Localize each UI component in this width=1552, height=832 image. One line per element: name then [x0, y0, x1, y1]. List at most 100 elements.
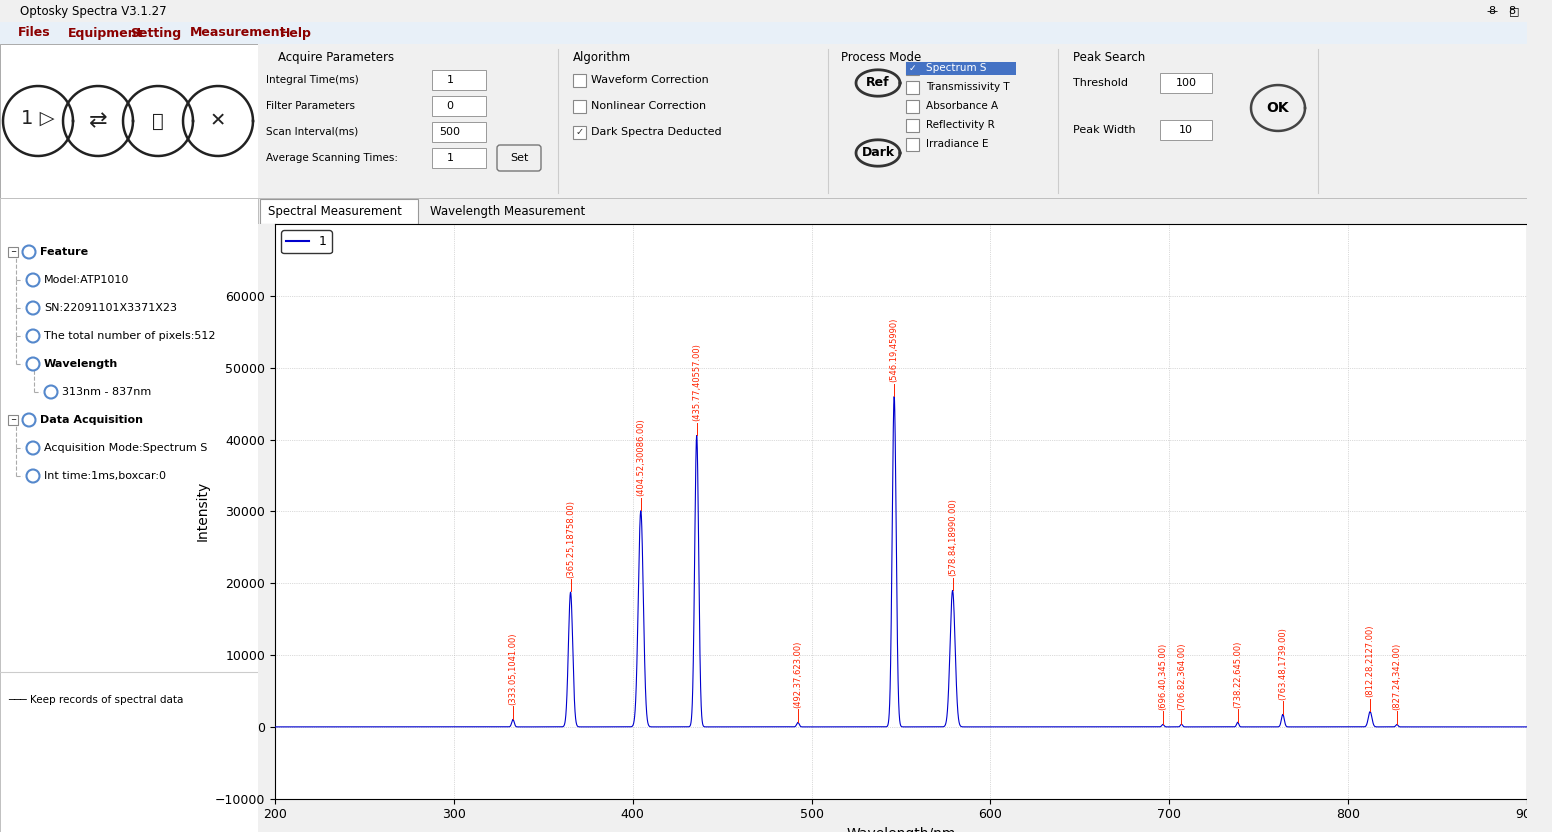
Text: (812.28,2127.00): (812.28,2127.00) — [1366, 625, 1375, 697]
Text: Algorithm: Algorithm — [573, 51, 632, 64]
Text: Dark Spectra Deducted: Dark Spectra Deducted — [591, 127, 722, 137]
Text: Transmissivity T: Transmissivity T — [927, 82, 1010, 92]
Text: Spectral Measurement: Spectral Measurement — [268, 205, 402, 217]
Text: Peak Search: Peak Search — [1072, 51, 1145, 64]
Text: Data Acquisition: Data Acquisition — [40, 415, 143, 425]
Circle shape — [26, 301, 39, 314]
Bar — [573, 126, 587, 139]
Bar — [906, 138, 919, 151]
Text: ✕: ✕ — [210, 111, 227, 131]
Text: (763.48,1739.00): (763.48,1739.00) — [1279, 627, 1287, 700]
Text: (365.25,18758.00): (365.25,18758.00) — [566, 500, 576, 577]
Text: □: □ — [1509, 6, 1519, 16]
Text: (696.40,345.00): (696.40,345.00) — [1158, 643, 1167, 710]
Circle shape — [26, 329, 39, 343]
Text: ⏸: ⏸ — [152, 111, 165, 131]
Text: ✓: ✓ — [576, 127, 584, 137]
Text: (827.24,342.00): (827.24,342.00) — [1392, 643, 1401, 710]
FancyBboxPatch shape — [1159, 120, 1212, 140]
Text: 100: 100 — [1175, 78, 1197, 88]
Text: Set: Set — [509, 153, 528, 163]
Bar — [906, 119, 919, 132]
Text: Scan Interval(ms): Scan Interval(ms) — [265, 127, 359, 137]
Text: 1: 1 — [447, 75, 453, 85]
Text: 10: 10 — [1180, 125, 1193, 135]
Bar — [573, 100, 587, 113]
Legend: 1: 1 — [281, 230, 332, 253]
Text: (333.05,1041.00): (333.05,1041.00) — [509, 632, 517, 705]
Text: Threshold: Threshold — [1072, 78, 1128, 88]
Text: Wavelength Measurement: Wavelength Measurement — [430, 205, 585, 217]
Text: Waveform Correction: Waveform Correction — [591, 75, 709, 85]
Text: Peak Width: Peak Width — [1072, 125, 1136, 135]
Text: 8: 8 — [1529, 6, 1535, 16]
Circle shape — [26, 469, 39, 483]
Text: (738.22,645.00): (738.22,645.00) — [1234, 641, 1242, 708]
Text: (546.19,45990): (546.19,45990) — [889, 318, 899, 382]
Text: 313nm - 837nm: 313nm - 837nm — [62, 387, 151, 397]
Text: ─: ─ — [11, 249, 16, 255]
Text: ✕: ✕ — [1532, 6, 1541, 16]
Text: ✓: ✓ — [909, 63, 916, 72]
Text: —: — — [1487, 6, 1498, 16]
Text: SN:22091101X3371X23: SN:22091101X3371X23 — [43, 303, 177, 313]
Text: Average Scanning Times:: Average Scanning Times: — [265, 153, 397, 163]
Bar — [8, 415, 19, 425]
Text: 0: 0 — [447, 101, 453, 111]
FancyBboxPatch shape — [1159, 73, 1212, 93]
Text: (404.52,30086.00): (404.52,30086.00) — [636, 418, 646, 497]
Text: Ref: Ref — [866, 77, 889, 90]
Text: Help: Help — [279, 27, 312, 39]
FancyBboxPatch shape — [431, 122, 486, 142]
Text: Reflectivity R: Reflectivity R — [927, 120, 995, 130]
Text: Model:ATP1010: Model:ATP1010 — [43, 275, 129, 285]
Text: (492.37,623.00): (492.37,623.00) — [793, 641, 802, 708]
Bar — [906, 100, 919, 113]
Text: 1 ▷: 1 ▷ — [22, 108, 54, 127]
Text: (706.82,364.00): (706.82,364.00) — [1176, 642, 1186, 710]
Text: (578.84,18990.00): (578.84,18990.00) — [948, 498, 958, 576]
FancyBboxPatch shape — [431, 148, 486, 168]
Text: Wavelength: Wavelength — [43, 359, 118, 369]
Text: ─── Keep records of spectral data: ─── Keep records of spectral data — [8, 695, 183, 705]
Circle shape — [22, 245, 36, 259]
Bar — [906, 62, 1017, 75]
FancyBboxPatch shape — [497, 145, 542, 171]
Text: Acquire Parameters: Acquire Parameters — [278, 51, 394, 64]
Text: 1: 1 — [447, 153, 453, 163]
Circle shape — [26, 274, 39, 286]
Text: Equipment: Equipment — [68, 27, 143, 39]
Text: Process Mode: Process Mode — [841, 51, 922, 64]
Circle shape — [26, 442, 39, 454]
Bar — [261, 199, 417, 224]
FancyBboxPatch shape — [431, 96, 486, 116]
Text: Filter Parameters: Filter Parameters — [265, 101, 355, 111]
Text: 500: 500 — [439, 127, 461, 137]
Text: Feature: Feature — [40, 247, 88, 257]
Text: Spectrum S: Spectrum S — [927, 63, 987, 73]
Text: Setting: Setting — [130, 27, 182, 39]
Text: Measurement: Measurement — [189, 27, 287, 39]
Bar — [906, 62, 919, 75]
FancyBboxPatch shape — [431, 70, 486, 90]
Text: Optosky Spectra V3.1.27: Optosky Spectra V3.1.27 — [20, 4, 166, 17]
Circle shape — [26, 358, 39, 370]
Text: ⇄: ⇄ — [88, 111, 107, 131]
Text: OK: OK — [1266, 101, 1290, 115]
Text: 8: 8 — [1509, 6, 1516, 16]
Text: ─: ─ — [11, 417, 16, 423]
Text: Dark: Dark — [861, 146, 894, 160]
Bar — [8, 247, 19, 257]
Text: 8: 8 — [1488, 6, 1496, 16]
Circle shape — [45, 385, 57, 399]
X-axis label: Wavelength/nm: Wavelength/nm — [846, 827, 956, 832]
Bar — [573, 74, 587, 87]
Bar — [906, 81, 919, 94]
Text: Nonlinear Correction: Nonlinear Correction — [591, 101, 706, 111]
Text: Integral Time(ms): Integral Time(ms) — [265, 75, 359, 85]
Y-axis label: Intensity: Intensity — [196, 481, 210, 542]
Text: Files: Files — [19, 27, 51, 39]
Text: (435.77,40557.00): (435.77,40557.00) — [692, 344, 702, 421]
Text: Acquisition Mode:Spectrum S: Acquisition Mode:Spectrum S — [43, 443, 208, 453]
Text: The total number of pixels:512: The total number of pixels:512 — [43, 331, 216, 341]
